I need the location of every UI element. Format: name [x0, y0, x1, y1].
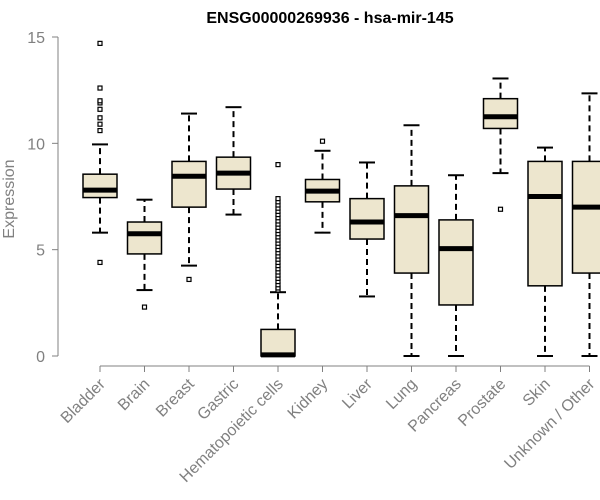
box-iqr: [260, 328, 296, 357]
y-axis-label: Expression: [1, 159, 18, 238]
outlier-point: [275, 196, 281, 202]
outlier-point: [97, 85, 103, 91]
outlier-point: [97, 259, 103, 266]
box-prostate: [482, 77, 519, 212]
box-liver: [349, 161, 385, 298]
outlier-point: [186, 276, 192, 283]
x-tick-label: Kidney: [285, 376, 332, 423]
box-gastric: [215, 106, 252, 216]
box-hematopoietic-cells: [260, 162, 296, 358]
box-iqr: [82, 173, 118, 199]
box-iqr: [171, 160, 207, 208]
x-tick-label: Skin: [520, 376, 554, 410]
outlier-point: [97, 115, 103, 121]
x-tick-label: Bladder: [58, 375, 109, 426]
box-iqr: [349, 197, 385, 240]
box-skin: [527, 146, 563, 357]
box-brain: [126, 198, 163, 310]
x-tick-label: Lung: [383, 376, 420, 413]
x-tick-label: Prostate: [455, 376, 509, 430]
y-tick-label: 10: [27, 136, 45, 153]
box-iqr: [126, 221, 163, 255]
outlier-point: [319, 138, 326, 144]
y-axis: 0 5 10 15: [27, 30, 59, 366]
x-tick-label: Breast: [153, 375, 198, 420]
box-iqr: [438, 219, 474, 306]
box-iqr: [571, 160, 600, 274]
outlier-point: [97, 121, 103, 127]
outlier-point: [97, 127, 103, 134]
boxes: [82, 40, 600, 358]
x-tick-label: Brain: [115, 376, 153, 414]
box-pancreas: [438, 174, 474, 357]
outlier-point: [97, 40, 103, 46]
box-iqr: [527, 160, 563, 287]
outlier-point: [141, 304, 148, 310]
outlier-point: [275, 162, 281, 168]
y-tick-label: 0: [36, 349, 45, 366]
outlier-point: [97, 98, 103, 104]
box-iqr: [393, 185, 430, 274]
box-iqr: [482, 97, 519, 130]
y-tick-label: 5: [36, 243, 45, 260]
box-bladder: [82, 40, 118, 266]
outlier-point: [497, 206, 504, 212]
box-kidney: [304, 138, 341, 234]
box-unknown-other: [571, 92, 600, 357]
chart-title: ENSG00000269936 - hsa-mir-145: [206, 10, 453, 27]
y-tick-label: 15: [27, 30, 45, 47]
box-breast: [171, 112, 207, 283]
outlier-point: [97, 106, 103, 112]
x-tick-label: Liver: [339, 375, 376, 412]
box-lung: [393, 124, 430, 357]
